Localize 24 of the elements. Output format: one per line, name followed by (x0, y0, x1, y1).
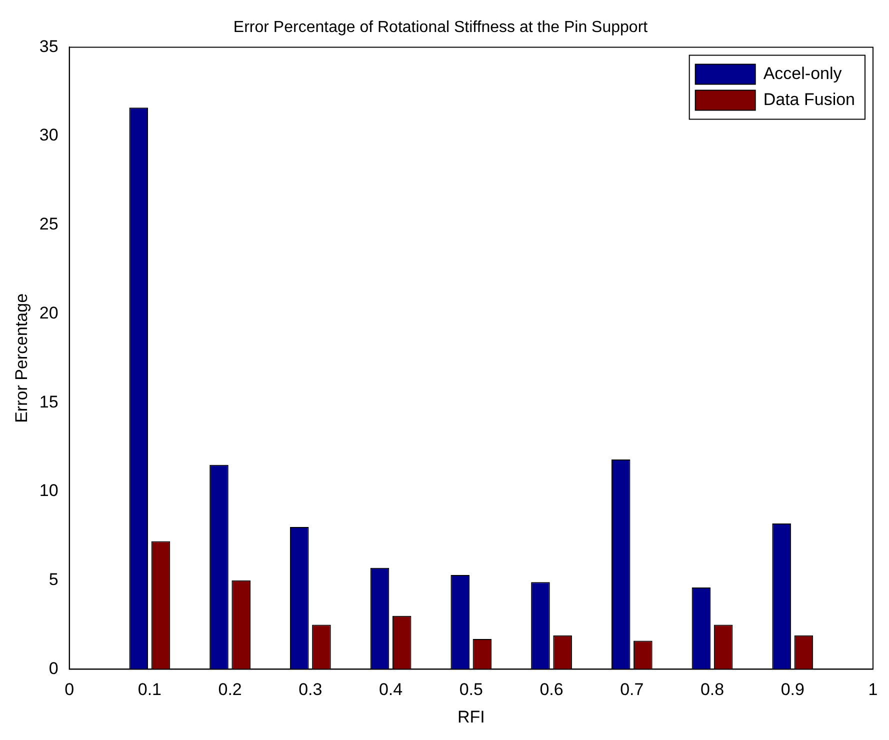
x-tick-label: 0.9 (780, 680, 804, 700)
y-tick-label: 30 (39, 126, 58, 145)
x-tick-label: 0.1 (138, 680, 162, 700)
chart-title: Error Percentage of Rotational Stiffness at the Pin Support (233, 19, 648, 36)
x-tick-label: 0.2 (218, 680, 242, 700)
legend-label: Data Fusion (763, 90, 856, 109)
x-tick-label: 0.8 (700, 680, 724, 700)
x-tick-label: 0.7 (620, 680, 644, 700)
y-tick-label: 35 (39, 36, 58, 56)
y-tick-label: 10 (39, 481, 58, 500)
x-axis-title: RFI (457, 707, 485, 726)
y-axis-title: Error Percentage (12, 293, 31, 423)
x-tick-label: 1 (868, 680, 878, 700)
y-tick-label: 5 (48, 570, 58, 590)
x-tick-label: 0.5 (459, 680, 483, 700)
y-tick-label: 20 (39, 303, 58, 322)
y-tick-label: 25 (39, 214, 58, 234)
x-tick-label: 0.6 (540, 680, 564, 700)
x-tick-label: 0.3 (298, 680, 322, 700)
y-tick-label: 0 (48, 658, 58, 678)
y-tick-label: 15 (39, 392, 58, 412)
legend-label: Accel-only (763, 64, 842, 83)
x-tick-label: 0.4 (378, 680, 403, 700)
x-tick-label: 0 (64, 680, 74, 700)
